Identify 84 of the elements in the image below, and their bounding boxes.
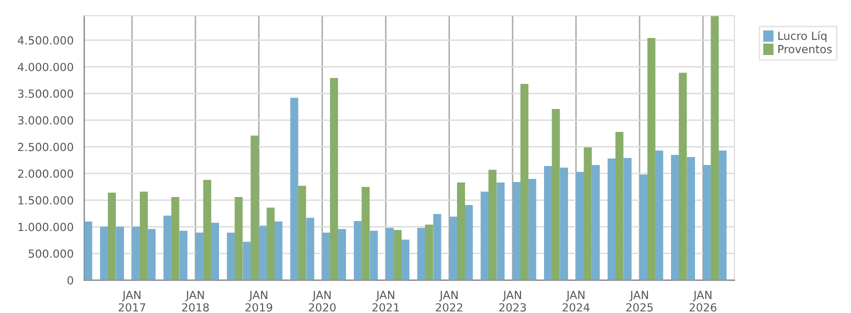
bar — [655, 150, 664, 280]
legend-label: Lucro Líq — [778, 30, 826, 42]
bar — [401, 240, 410, 280]
bar — [100, 226, 108, 280]
bar — [242, 242, 251, 280]
bar — [433, 214, 442, 280]
bar — [84, 221, 92, 280]
bar — [718, 150, 727, 280]
bar — [266, 208, 275, 280]
bar — [576, 172, 584, 280]
y-tick-label: 2.000.000 — [18, 169, 74, 178]
bar — [544, 166, 552, 280]
bar — [496, 182, 505, 280]
y-tick-label: 2.500.000 — [18, 142, 74, 152]
bar — [108, 192, 116, 280]
bar — [608, 158, 616, 280]
y-tick-label: 0 — [67, 276, 74, 285]
bar — [584, 147, 592, 280]
x-tick-label: JAN 2019 — [245, 290, 272, 312]
x-tick-label: JAN 2026 — [690, 290, 716, 312]
x-tick-label: JAN 2024 — [562, 290, 590, 312]
bar — [488, 170, 496, 280]
bar — [322, 232, 330, 280]
y-tick-label: 3.500.000 — [18, 89, 74, 98]
bar — [560, 168, 568, 280]
bar — [702, 164, 711, 280]
bar — [274, 221, 282, 280]
bar — [234, 196, 243, 280]
bar — [394, 230, 402, 280]
bar — [362, 186, 370, 280]
x-tick-label: JAN 2020 — [308, 290, 336, 312]
x-tick-label: JAN 2025 — [626, 290, 653, 312]
bar — [338, 228, 346, 280]
bar — [258, 226, 267, 280]
bar — [615, 132, 624, 280]
bar — [330, 78, 338, 280]
bar — [457, 182, 465, 280]
bar — [370, 230, 378, 280]
y-tick-label: 1.500.000 — [18, 196, 74, 205]
bar — [710, 16, 719, 280]
y-tick-label: 4.000.000 — [18, 62, 74, 72]
bar — [640, 174, 648, 280]
bar — [148, 228, 156, 280]
bar — [116, 226, 124, 280]
bar — [226, 232, 235, 280]
bar — [386, 228, 394, 280]
bar — [647, 38, 656, 280]
bar — [425, 224, 434, 280]
bar — [298, 186, 306, 280]
legend-label: Proventos — [778, 45, 832, 54]
bar — [179, 230, 188, 280]
x-tick-label: JAN 2022 — [436, 290, 462, 312]
bar — [678, 72, 687, 280]
x-tick-label: JAN 2021 — [372, 290, 399, 312]
bar — [417, 228, 426, 280]
bar — [449, 216, 458, 280]
bar — [520, 84, 528, 280]
bar — [250, 136, 259, 280]
bar — [163, 216, 172, 280]
bar — [552, 108, 560, 280]
bar — [686, 156, 695, 280]
y-tick-label: 500.000 — [28, 249, 74, 258]
x-tick-label: JAN 2017 — [118, 290, 146, 312]
bar — [512, 182, 521, 280]
bar — [132, 226, 140, 280]
y-tick-label: 1.000.000 — [18, 222, 74, 232]
bar — [290, 98, 298, 280]
x-tick-label: JAN 2023 — [499, 290, 526, 312]
bar — [592, 164, 600, 280]
bar — [203, 180, 212, 280]
bar — [671, 154, 679, 280]
bar — [195, 232, 204, 280]
bar — [211, 222, 220, 280]
bar — [480, 192, 489, 280]
y-tick-label: 3.000.000 — [18, 116, 74, 125]
bar — [140, 192, 148, 280]
bar — [171, 196, 180, 280]
bar — [528, 178, 536, 280]
bar — [624, 158, 632, 280]
bar — [354, 220, 362, 280]
bar — [464, 204, 473, 280]
bar — [306, 218, 314, 280]
x-tick-label: JAN 2018 — [182, 290, 209, 312]
y-tick-label: 4.500.000 — [18, 36, 74, 45]
